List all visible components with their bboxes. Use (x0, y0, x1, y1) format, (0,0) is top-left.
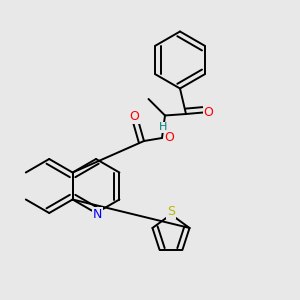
Text: O: O (165, 131, 174, 145)
Text: O: O (204, 106, 213, 119)
Text: O: O (130, 110, 139, 124)
Text: S: S (167, 205, 175, 218)
Text: H: H (159, 122, 168, 133)
Text: N: N (93, 208, 102, 221)
